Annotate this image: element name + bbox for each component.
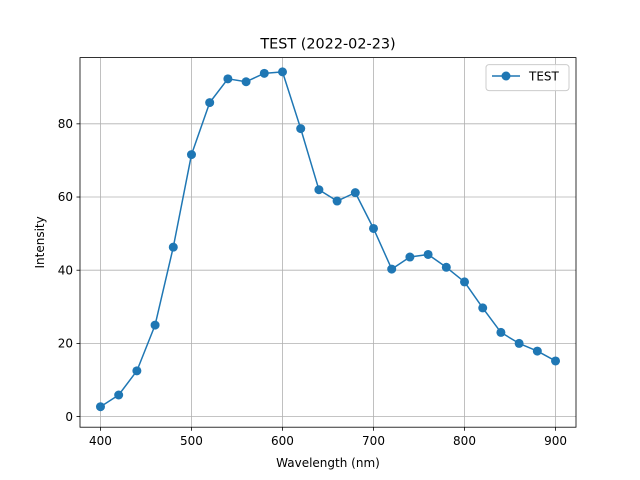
- y-tick-label: 20: [58, 337, 73, 351]
- x-axis-label: Wavelength (nm): [276, 456, 380, 470]
- data-point: [478, 303, 488, 313]
- legend-label-test: TEST: [528, 70, 560, 84]
- data-point: [186, 150, 196, 160]
- data-point: [387, 264, 397, 274]
- series-line-test: [99, 71, 557, 408]
- data-point: [332, 196, 342, 206]
- data-point: [532, 346, 542, 356]
- legend: TEST: [485, 64, 570, 92]
- plot-frame: [79, 57, 577, 428]
- x-tick-label: 900: [544, 434, 567, 448]
- data-point: [460, 277, 470, 287]
- data-point: [205, 98, 215, 108]
- y-axis-label: Intensity: [33, 216, 47, 268]
- y-tick-label: 80: [58, 117, 73, 131]
- data-point: [350, 188, 360, 198]
- data-point: [168, 242, 178, 252]
- y-tick-label: 60: [58, 190, 73, 204]
- x-tick-label: 500: [180, 434, 203, 448]
- data-point: [369, 223, 379, 233]
- data-point: [223, 74, 233, 84]
- data-point: [441, 262, 451, 272]
- data-point: [241, 77, 251, 87]
- legend-marker-sample: [501, 71, 511, 81]
- data-point: [132, 366, 142, 376]
- data-point: [405, 252, 415, 262]
- x-tick-label: 600: [271, 434, 294, 448]
- data-point: [150, 320, 160, 330]
- x-tick-label: 400: [89, 434, 112, 448]
- legend-box: [485, 64, 570, 92]
- x-tick-label: 800: [453, 434, 476, 448]
- axis-ticks: 400 500 600 700 800 900 0 20 40 60 80: [58, 117, 567, 448]
- series-layer: [95, 67, 561, 412]
- grid-lines: [80, 57, 576, 428]
- data-point: [259, 68, 269, 78]
- data-point: [95, 402, 105, 412]
- data-point: [551, 356, 561, 366]
- y-tick-label: 0: [65, 410, 73, 424]
- y-tick-label: 40: [58, 263, 73, 277]
- data-point: [114, 390, 124, 400]
- chart-title: TEST (2022-02-23): [259, 37, 395, 53]
- data-point: [314, 185, 324, 195]
- data-point: [423, 249, 433, 259]
- data-point: [514, 338, 524, 348]
- data-point: [496, 327, 506, 337]
- data-point: [296, 124, 306, 134]
- x-tick-label: 700: [362, 434, 385, 448]
- data-point: [277, 67, 287, 77]
